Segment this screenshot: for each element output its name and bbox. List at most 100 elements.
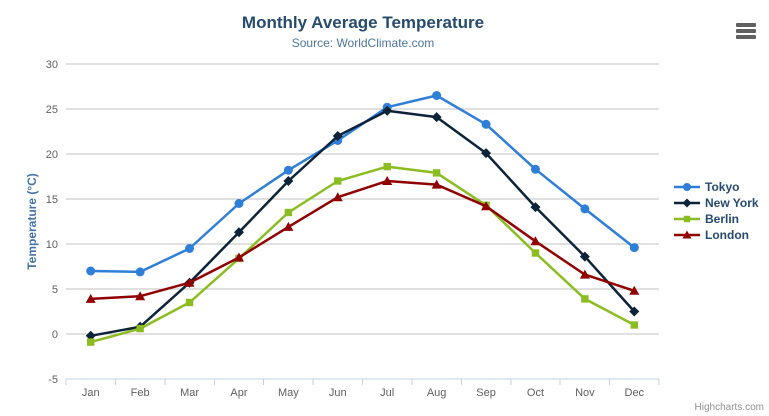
circle-marker-icon[interactable] [432, 91, 442, 100]
circle-marker-icon[interactable] [86, 266, 96, 276]
legend-label: Berlin [705, 212, 740, 226]
diamond-marker-icon[interactable] [283, 176, 294, 186]
square-marker-icon[interactable] [185, 298, 194, 307]
square-marker-icon[interactable] [581, 295, 589, 303]
triangle-marker-icon[interactable] [184, 277, 195, 287]
x-axis-label: Nov [575, 387, 595, 399]
chart-title: Monthly Average Temperature [241, 13, 485, 32]
triangle-marker-icon[interactable] [233, 252, 244, 262]
x-axis-label: Feb [131, 387, 150, 399]
square-marker-icon[interactable] [136, 324, 144, 333]
series-tokyo[interactable] [86, 91, 639, 277]
circle-marker-icon[interactable] [629, 243, 639, 253]
triangle-marker-icon[interactable] [431, 179, 442, 189]
square-marker-icon[interactable] [383, 162, 391, 171]
x-axis-label: Sep [476, 387, 496, 399]
hamburger-bar [736, 35, 756, 39]
square-marker-icon[interactable] [432, 169, 441, 177]
hamburger-icon[interactable] [735, 19, 757, 43]
y-axis-label: 5 [52, 284, 58, 296]
triangle-marker-icon[interactable] [283, 221, 294, 231]
circle-marker-icon[interactable] [530, 164, 540, 174]
series-lines[interactable] [85, 91, 640, 346]
series-line [89, 179, 636, 301]
chart-subtitle: Source: WorldClimate.com [291, 36, 435, 50]
x-axis-label: Jan [82, 387, 100, 399]
hamburger-bar [736, 23, 756, 27]
circle-marker-icon[interactable] [185, 244, 195, 253]
series-line [89, 109, 636, 338]
series-new-york[interactable] [85, 105, 640, 341]
credits-link[interactable]: Highcharts.com [694, 402, 764, 413]
diamond-marker-icon[interactable] [629, 306, 640, 317]
y-axis-label: -5 [48, 374, 58, 386]
diamond-marker-icon[interactable] [233, 227, 244, 238]
square-marker-icon[interactable] [87, 338, 95, 346]
x-axis-label: Dec [625, 387, 645, 399]
legend-label: New York [705, 196, 759, 210]
x-axis-label: Oct [527, 387, 544, 399]
y-axis-label: 15 [46, 194, 58, 206]
x-axis-label: Mar [180, 387, 199, 399]
triangle-marker-icon[interactable] [332, 192, 343, 202]
y-axis-label: 25 [46, 104, 58, 116]
series-line [89, 94, 636, 274]
circle-marker-icon[interactable] [481, 119, 491, 129]
square-marker-icon[interactable] [334, 177, 342, 185]
triangle-marker-icon [674, 230, 700, 239]
triangle-marker-icon[interactable] [481, 201, 492, 211]
series-line [89, 165, 636, 344]
y-axis-label: 10 [46, 239, 58, 251]
x-axis-label: Apr [230, 387, 247, 399]
diamond-marker-icon[interactable] [481, 148, 492, 159]
diamond-marker-icon[interactable] [682, 198, 692, 208]
circle-marker-icon[interactable] [283, 165, 293, 175]
diamond-marker-icon[interactable] [431, 112, 442, 123]
legend-item-london[interactable]: London [674, 227, 759, 243]
circle-marker-icon [674, 183, 700, 191]
triangle-marker-icon[interactable] [382, 176, 393, 185]
legend-label: London [705, 228, 749, 242]
triangle-marker-icon[interactable] [135, 291, 146, 301]
square-marker-icon[interactable] [284, 208, 293, 217]
x-axis-label: May [278, 387, 299, 399]
circle-marker-icon[interactable] [580, 204, 590, 214]
diamond-marker-icon [674, 198, 700, 208]
x-axis-label: Jun [329, 387, 347, 399]
legend-item-berlin[interactable]: Berlin [674, 211, 759, 227]
legend-item-tokyo[interactable]: Tokyo [674, 179, 759, 195]
x-axis-label: Jul [380, 387, 394, 399]
diamond-marker-icon[interactable] [382, 105, 393, 116]
circle-marker-icon[interactable] [234, 199, 244, 208]
x-axis-label: Aug [427, 387, 447, 399]
triangle-marker-icon[interactable] [530, 236, 541, 246]
triangle-marker-icon[interactable] [579, 269, 590, 279]
square-marker-icon [674, 215, 700, 223]
triangle-marker-icon[interactable] [682, 230, 692, 239]
y-axis-label: 30 [46, 59, 58, 71]
series-london[interactable] [85, 176, 640, 303]
y-axis-label: 20 [46, 149, 58, 161]
diamond-marker-icon[interactable] [579, 251, 590, 262]
gridlines [66, 63, 659, 380]
hamburger-bar [736, 29, 756, 33]
circle-marker-icon[interactable] [135, 267, 145, 277]
square-marker-icon[interactable] [531, 249, 540, 257]
x-axis-line [65, 378, 660, 385]
y-axis-title: Temperature (°C) [25, 173, 39, 270]
legend: Tokyo New York Berlin London [674, 179, 759, 243]
diamond-marker-icon[interactable] [530, 202, 541, 213]
diamond-marker-icon[interactable] [332, 131, 343, 141]
triangle-marker-icon[interactable] [629, 285, 640, 295]
circle-marker-icon[interactable] [683, 183, 691, 191]
square-marker-icon[interactable] [630, 321, 638, 329]
diamond-marker-icon[interactable] [85, 330, 96, 341]
square-marker-icon[interactable] [683, 215, 691, 223]
y-axis-label: 0 [52, 329, 58, 341]
legend-item-new-york[interactable]: New York [674, 195, 759, 211]
legend-label: Tokyo [705, 180, 740, 194]
axis-labels: -5 0 5 10 15 20 25 30 Jan Feb Mar Apr May Jun Jul Aug Se… [46, 59, 645, 399]
triangle-marker-icon[interactable] [85, 293, 96, 303]
